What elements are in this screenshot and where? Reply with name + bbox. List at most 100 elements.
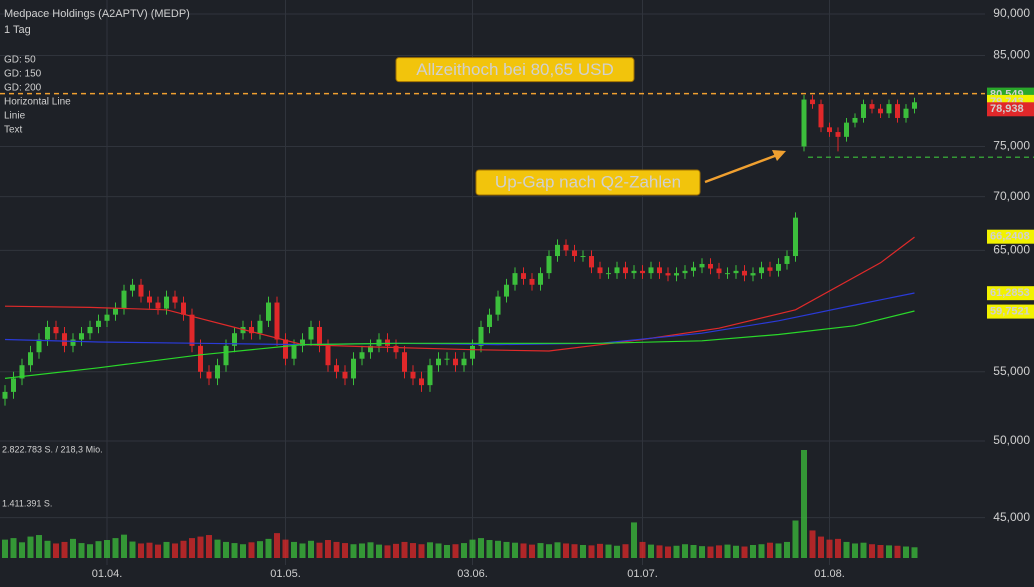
volume-bar xyxy=(27,536,34,558)
arrow-head xyxy=(772,150,786,161)
candle-body xyxy=(317,326,322,346)
volume-bar xyxy=(393,543,399,558)
y-tick-label: 65,000 xyxy=(993,243,1030,257)
candle-body xyxy=(223,345,229,366)
candle-body xyxy=(767,267,773,271)
candle-body xyxy=(691,267,696,271)
candle-body xyxy=(623,267,628,274)
annotation-text: Up-Gap nach Q2-Zahlen xyxy=(495,172,681,191)
volume-bar xyxy=(469,539,476,558)
candle-body xyxy=(198,345,203,372)
candle-body xyxy=(138,284,144,297)
candle-body xyxy=(589,256,594,268)
candle-body xyxy=(750,273,756,276)
candle-body xyxy=(274,302,280,340)
volume-bar xyxy=(70,538,76,558)
volume-bar xyxy=(95,541,102,558)
volume-bar xyxy=(180,540,187,558)
volume-bar xyxy=(614,545,620,558)
candle-body xyxy=(164,296,169,309)
candle-body xyxy=(759,267,764,274)
volume-bar xyxy=(155,544,161,558)
candle-body xyxy=(835,132,841,137)
candle-body xyxy=(504,284,509,297)
price-marker xyxy=(987,102,1034,117)
volume-bar xyxy=(869,544,875,558)
price-marker xyxy=(987,286,1034,301)
candle-body xyxy=(376,339,382,346)
volume-bar xyxy=(112,538,119,558)
volume-bar xyxy=(172,543,178,558)
candle-body xyxy=(147,296,152,303)
volume-bar xyxy=(367,542,374,558)
volume-bar xyxy=(537,543,544,558)
volume-bar xyxy=(724,544,731,558)
volume-bar xyxy=(597,543,603,558)
volume-bar xyxy=(903,546,909,558)
candle-body xyxy=(215,365,220,379)
y-tick-label: 55,000 xyxy=(993,364,1030,378)
legend-entry: Text xyxy=(4,125,23,136)
candle-body xyxy=(886,104,892,114)
candle-body xyxy=(521,273,526,279)
candle-body xyxy=(351,358,356,379)
candle-body xyxy=(538,273,543,285)
candle-body xyxy=(470,345,475,359)
candle-body xyxy=(512,273,518,285)
annotation-box xyxy=(475,169,701,196)
candle-body xyxy=(419,378,424,386)
chart-title: Medpace Holdings (A2APTV) (MEDP) xyxy=(4,8,190,20)
volume-bar xyxy=(240,544,246,558)
volume-bar xyxy=(359,543,365,558)
candle-body xyxy=(87,326,93,334)
volume-bar xyxy=(478,538,484,558)
candle-body xyxy=(291,345,297,359)
volume-bar xyxy=(741,546,748,558)
candle-body xyxy=(640,270,645,274)
candle-body xyxy=(699,263,705,268)
x-tick-label: 01.08. xyxy=(814,568,845,580)
volume-bar xyxy=(605,544,612,558)
candle-body xyxy=(45,326,50,340)
volume-bar xyxy=(843,541,850,558)
volume-bar xyxy=(19,542,25,558)
volume-bar xyxy=(461,543,467,558)
volume-bar xyxy=(435,543,442,558)
volume-bar xyxy=(784,541,790,558)
candle-body xyxy=(181,302,186,315)
volume-bar xyxy=(87,544,93,558)
y-tick-label: 75,000 xyxy=(993,139,1030,153)
volume-bar xyxy=(818,536,824,558)
legend-entry: Horizontal Line xyxy=(4,97,71,108)
volume-bar xyxy=(189,538,195,558)
candle-body xyxy=(784,256,790,264)
y-tick-label: 70,000 xyxy=(993,189,1030,203)
x-tick-label: 01.05. xyxy=(270,568,301,580)
volume-bar xyxy=(682,544,688,558)
price-marker-label: 66,2408 xyxy=(990,231,1030,243)
volume-bar xyxy=(622,544,629,558)
volume-tick-label: 2.822.783 S. / 218,3 Mio. xyxy=(2,444,103,454)
candle-body xyxy=(206,371,212,379)
volume-bar xyxy=(690,544,697,558)
volume-bar xyxy=(792,520,799,558)
candle-body xyxy=(580,256,586,258)
plot xyxy=(2,95,918,558)
candle-body xyxy=(393,345,399,353)
candle-body xyxy=(682,270,688,274)
candle-body xyxy=(70,339,76,346)
candle-body xyxy=(665,273,671,276)
candle-body xyxy=(801,99,807,147)
candle-body xyxy=(53,326,59,334)
volume-bar xyxy=(758,544,765,558)
candle-body xyxy=(733,270,739,274)
candle-body xyxy=(308,326,314,340)
candle-body xyxy=(36,339,42,353)
legend-entry: GD: 50 xyxy=(4,55,36,66)
volume-bar xyxy=(444,544,450,558)
candle-body xyxy=(155,302,161,309)
candle-body xyxy=(410,371,416,379)
ma-line xyxy=(4,236,915,352)
